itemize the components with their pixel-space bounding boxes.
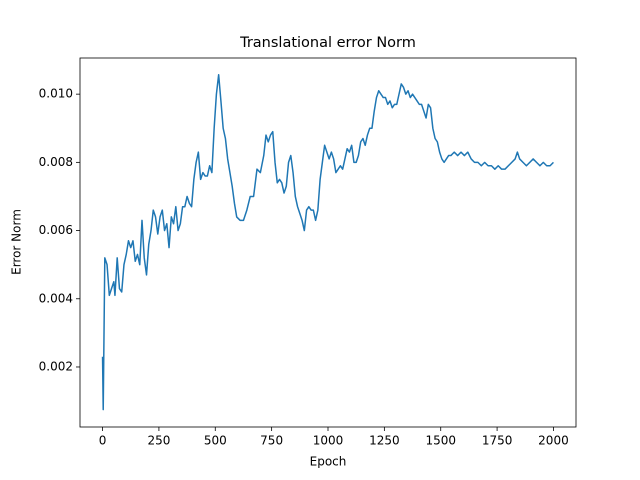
y-tick-label: 0.004 <box>39 291 73 305</box>
x-tick-label: 500 <box>204 434 227 448</box>
x-tick-label: 1500 <box>425 434 456 448</box>
chart-title: Translational error Norm <box>239 35 416 51</box>
x-tick-label: 1250 <box>369 434 400 448</box>
x-axis-label: Epoch <box>310 455 347 469</box>
x-tick-label: 2000 <box>538 434 569 448</box>
y-tick-label: 0.002 <box>39 359 73 373</box>
y-axis-label: Error Norm <box>10 209 24 275</box>
y-tick-label: 0.008 <box>39 155 73 169</box>
y-tick-label: 0.010 <box>39 87 73 101</box>
x-tick-label: 1000 <box>313 434 344 448</box>
x-tick-label: 0 <box>99 434 107 448</box>
y-tick-label: 0.006 <box>39 223 73 237</box>
line-series <box>101 73 554 411</box>
x-tick-label: 1750 <box>482 434 513 448</box>
x-tick-label: 250 <box>147 434 170 448</box>
plot-frame <box>79 57 577 428</box>
x-tick-label: 750 <box>260 434 283 448</box>
